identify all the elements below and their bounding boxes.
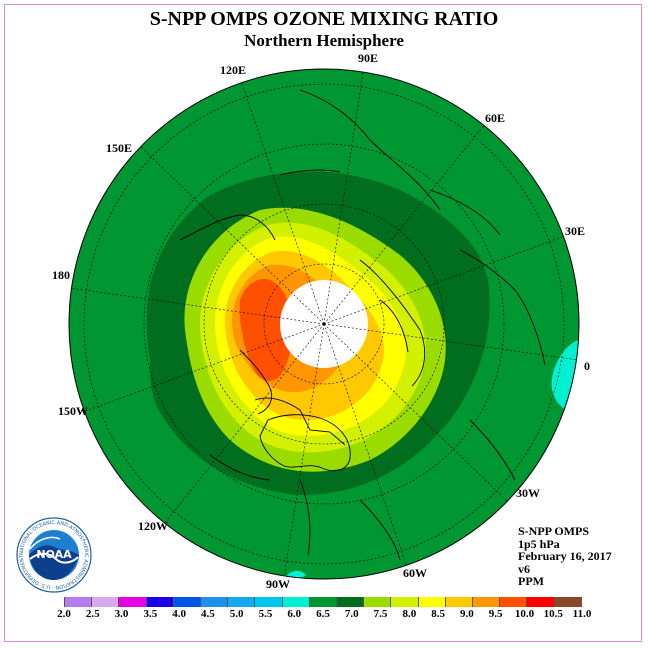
map-title: S-NPP OMPS OZONE MIXING RATIO	[149, 8, 499, 30]
map-subtitle: Northern Hemisphere	[244, 31, 404, 50]
colorbar-swatch	[418, 597, 446, 607]
colorbar-tick-label: 6.0	[287, 608, 302, 620]
lon-label-120w: 120W	[138, 519, 168, 533]
colorbar-tick-label: 6.5	[316, 608, 330, 620]
colorbar-swatch	[228, 597, 256, 607]
colorbar-tick-label: 9.5	[488, 608, 503, 620]
lon-label-0: 0	[584, 359, 590, 373]
colorbar-swatch	[201, 597, 229, 607]
lon-label-150w: 150W	[58, 404, 88, 418]
colorbar-swatch	[64, 597, 93, 607]
colorbar-tick-label: 2.0	[57, 608, 71, 620]
colorbar-tick-label: 8.0	[402, 608, 417, 620]
colorbar-swatch	[309, 597, 338, 607]
colorbar-swatch	[173, 597, 202, 607]
logo-text: NOAA	[36, 548, 72, 561]
info-instrument: S-NPP OMPS	[518, 524, 589, 538]
colorbar-tick-label: 2.5	[85, 608, 100, 620]
noaa-logo-icon: NATIONAL OCEANIC AND ATMOSPHERIC ADMINIS…	[16, 517, 92, 593]
colorbar-tick-label: 5.0	[229, 608, 244, 620]
colorbar-swatch	[445, 597, 474, 607]
colorbar-swatch	[500, 597, 528, 607]
colorbar-tick-label: 3.5	[143, 608, 158, 620]
info-block: S-NPP OMPS 1p5 hPa February 16, 2017 v6 …	[518, 525, 612, 588]
colorbar	[64, 597, 582, 607]
lon-label-30e: 30E	[565, 224, 586, 238]
colorbar-swatch	[364, 597, 392, 607]
coastlines	[179, 89, 546, 561]
lon-label-90e: 90E	[358, 51, 379, 65]
colorbar-swatch	[119, 597, 147, 607]
graticule	[69, 72, 579, 578]
colorbar-tick-label: 8.5	[431, 608, 445, 620]
colorbar-tick-label: 10.5	[543, 608, 563, 620]
colorbar-tick-label: 5.5	[258, 608, 273, 620]
colorbar-tick-label: 9.0	[460, 608, 474, 620]
colorbar-tick-label: 3.0	[114, 608, 129, 620]
lon-label-60e: 60E	[485, 111, 506, 125]
lon-label-150e: 150E	[106, 141, 133, 155]
colorbar-swatch	[527, 597, 555, 607]
info-level: 1p5 hPa	[518, 536, 560, 551]
colorbar-tick-label: 4.0	[172, 608, 186, 620]
colorbar-swatch	[473, 597, 501, 607]
colorbar-tick-label: 11.0	[572, 608, 592, 620]
colorbar-tick-label: 7.5	[373, 608, 388, 620]
colorbar-swatch	[337, 597, 365, 607]
info-date: February 16, 2017	[518, 549, 612, 563]
lon-label-30w: 30W	[516, 486, 540, 500]
lon-label-120e: 120E	[220, 63, 247, 77]
band-9p5-10	[239, 279, 293, 381]
lon-label-180: 180	[52, 268, 70, 282]
lon-label-60w: 60W	[403, 566, 427, 580]
ozone-contour-field	[69, 69, 579, 579]
colorbar-tick-label: 10.0	[514, 608, 535, 620]
colorbar-swatch	[146, 597, 174, 607]
colorbar-swatch	[255, 597, 283, 607]
colorbar-swatch	[282, 597, 310, 607]
colorbar-swatch	[92, 597, 120, 607]
map-boundary	[68, 68, 580, 580]
lon-label-90w: 90W	[266, 577, 290, 591]
info-units: PPM	[518, 574, 544, 588]
info-version: v6	[518, 561, 530, 576]
colorbar-tick-label: 4.5	[201, 608, 215, 620]
figure-frame	[4, 4, 642, 642]
colorbar-tick-label: 7.0	[344, 608, 359, 620]
colorbar-swatch	[554, 597, 582, 607]
colorbar-swatch	[391, 597, 419, 607]
colorbar-ticks: 2.0 2.5 3.0 3.5 4.0 4.5 5.0 5.5 6.0 6.5 7.0 7.5 8.0 8…	[57, 608, 591, 622]
